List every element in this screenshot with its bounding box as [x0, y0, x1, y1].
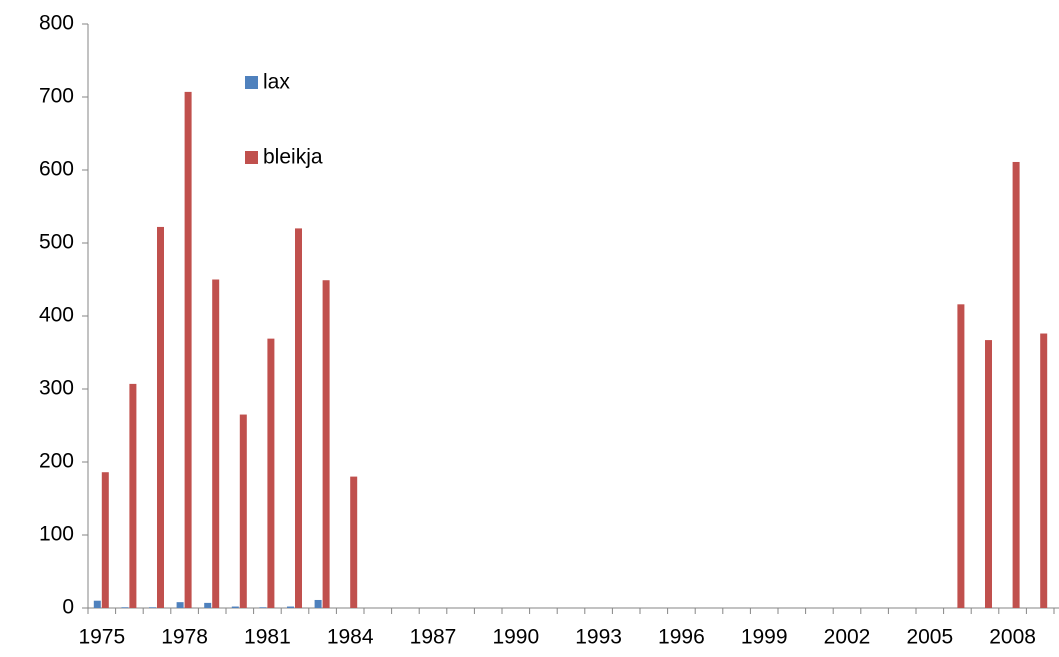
bar [157, 226, 164, 608]
x-tick-label: 1975 [78, 626, 125, 649]
x-tick-label: 2005 [906, 626, 953, 649]
x-tick-label: 2002 [824, 626, 871, 649]
y-tick-label: 500 [39, 231, 74, 254]
y-tick-label: 800 [39, 12, 74, 35]
x-tick-label: 1987 [410, 626, 457, 649]
bar [239, 414, 247, 608]
y-tick-label: 700 [39, 85, 74, 108]
bar [93, 600, 101, 608]
bar [350, 476, 358, 608]
legend-swatch [245, 76, 258, 89]
bar [322, 280, 330, 608]
bar [314, 599, 322, 608]
x-tick-label: 1996 [658, 626, 705, 649]
bar [267, 338, 275, 608]
bar [176, 602, 184, 608]
bar [985, 340, 992, 608]
bar [231, 606, 239, 608]
bar [101, 472, 109, 608]
y-tick-label: 600 [39, 158, 74, 181]
bar [204, 602, 212, 608]
bar [957, 304, 965, 608]
y-tick-label: 100 [39, 523, 74, 546]
bar [287, 606, 294, 608]
bar [129, 383, 137, 608]
x-tick-label: 1984 [327, 626, 374, 649]
y-tick-label: 0 [62, 596, 74, 619]
bar [184, 91, 192, 608]
bar [295, 228, 302, 608]
bar [212, 279, 220, 608]
legend-swatch [245, 151, 258, 164]
legend-label: bleikja [263, 146, 323, 169]
x-tick-label: 1999 [741, 626, 788, 649]
bar [1012, 161, 1020, 608]
x-tick-label: 2008 [989, 626, 1036, 649]
x-tick-label: 1978 [161, 626, 208, 649]
bar [149, 607, 156, 608]
x-tick-label: 1990 [492, 626, 539, 649]
legend-label: lax [263, 71, 290, 94]
y-tick-label: 300 [39, 377, 74, 400]
x-tick-label: 1993 [575, 626, 622, 649]
x-tick-label: 1981 [244, 626, 291, 649]
y-tick-label: 400 [39, 304, 74, 327]
bar [1040, 333, 1048, 608]
bar [259, 607, 267, 608]
y-tick-label: 200 [39, 450, 74, 473]
bar [121, 607, 129, 608]
